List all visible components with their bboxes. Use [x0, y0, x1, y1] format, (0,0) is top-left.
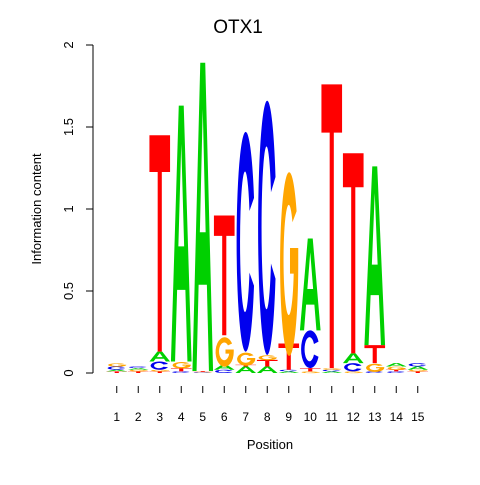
logo-letter-t	[106, 371, 128, 373]
chart-title: OTX1	[213, 17, 263, 38]
logo-letter-t	[342, 153, 364, 354]
y-tick-label: 0	[61, 369, 76, 376]
logo-letter-g	[215, 337, 234, 367]
x-tick-label: 4	[178, 410, 185, 424]
logo-letter-g	[194, 371, 213, 373]
x-tick-label: 11	[326, 410, 339, 424]
logo-letter-a	[106, 369, 128, 372]
logo-letter-t	[149, 371, 171, 373]
logo-letter-t	[364, 345, 386, 364]
logo-letter-g	[409, 369, 428, 372]
logo-letter-a	[278, 371, 300, 373]
logo-letter-t	[192, 371, 214, 372]
logo-letter-c	[344, 363, 362, 372]
logo-letter-g	[129, 369, 148, 372]
x-tick-label: 12	[347, 410, 361, 424]
logo-letter-c	[387, 371, 405, 373]
y-tick-label: 2	[61, 41, 76, 48]
logo-letter-g	[108, 363, 127, 367]
logo-letter-g	[301, 371, 320, 374]
logo-letter-a	[321, 371, 343, 373]
logo-letter-c	[215, 369, 233, 373]
logo-letter-c	[107, 366, 126, 370]
logo-letter-a	[342, 353, 364, 364]
logo-letter-a	[385, 363, 407, 367]
logo-letter-t	[127, 371, 149, 373]
logo-letter-c	[279, 369, 298, 372]
logo-letter-a	[364, 166, 386, 346]
logo-letter-t	[256, 359, 278, 367]
x-axis: 1 2 3 4 5 6 7 8 9 10 11 12 13 14 15	[113, 386, 425, 424]
logo-letter-t	[385, 369, 407, 372]
x-tick-label: 1	[113, 410, 120, 424]
logo-letter-g	[323, 368, 342, 370]
x-tick-label: 13	[368, 410, 382, 424]
logo-letter-a	[170, 105, 192, 362]
y-axis: 0 0.5 1 1.5 2	[61, 41, 94, 377]
x-tick-label: 3	[156, 410, 163, 424]
logo-letter-c	[236, 131, 255, 352]
logo-letter-g	[387, 366, 406, 370]
logo-letter-c	[365, 371, 384, 373]
logo-letter-c	[150, 361, 169, 370]
y-tick-label: 1.5	[61, 118, 76, 136]
logo-letter-a	[256, 366, 278, 373]
logo-letter-a	[299, 238, 321, 331]
logo-letter-g	[237, 352, 256, 366]
logo-letter-t	[170, 368, 192, 372]
x-tick-label: 14	[390, 410, 404, 424]
y-tick-label: 1	[61, 205, 76, 212]
logo-letter-t	[321, 84, 343, 369]
x-tick-label: 2	[135, 410, 142, 424]
y-tick-label: 0.5	[61, 282, 76, 300]
x-tick-label: 9	[285, 410, 292, 424]
logo-letter-g	[151, 369, 170, 372]
x-tick-label: 15	[411, 410, 425, 424]
logo-letter-t	[149, 135, 171, 352]
y-axis-label: Information content	[29, 153, 44, 265]
logo-letter-g	[280, 172, 299, 356]
logo-letter-t	[213, 215, 235, 336]
logo-letter-c	[258, 100, 276, 355]
x-axis-label: Position	[247, 437, 293, 452]
logo-letter-g	[172, 361, 191, 369]
logo-letter-c	[193, 372, 212, 373]
logo-letter-a	[127, 368, 149, 370]
logo-letter-g	[344, 371, 363, 374]
logo-letter-g	[366, 363, 385, 372]
x-tick-label: 10	[304, 410, 318, 424]
logo-letter-c	[129, 366, 147, 369]
logo-letter-c	[322, 369, 341, 372]
logo-letter-g	[258, 355, 277, 361]
logo-letter-c	[301, 330, 319, 369]
logo-letters	[106, 62, 429, 374]
x-tick-label: 5	[199, 410, 206, 424]
logo-letter-t	[278, 343, 300, 370]
logo-letter-a	[407, 366, 429, 370]
logo-letter-a	[149, 351, 171, 362]
logo-letter-c	[408, 363, 427, 367]
logo-letter-c	[172, 371, 190, 373]
logo-letter-a	[235, 366, 257, 373]
x-tick-label: 8	[264, 410, 271, 424]
logo-letter-t	[407, 371, 429, 373]
logo-letter-a	[192, 62, 214, 372]
logo-letter-a	[213, 364, 235, 370]
logo-letter-t	[299, 368, 321, 372]
x-tick-label: 6	[221, 410, 228, 424]
x-tick-label: 7	[242, 410, 249, 424]
